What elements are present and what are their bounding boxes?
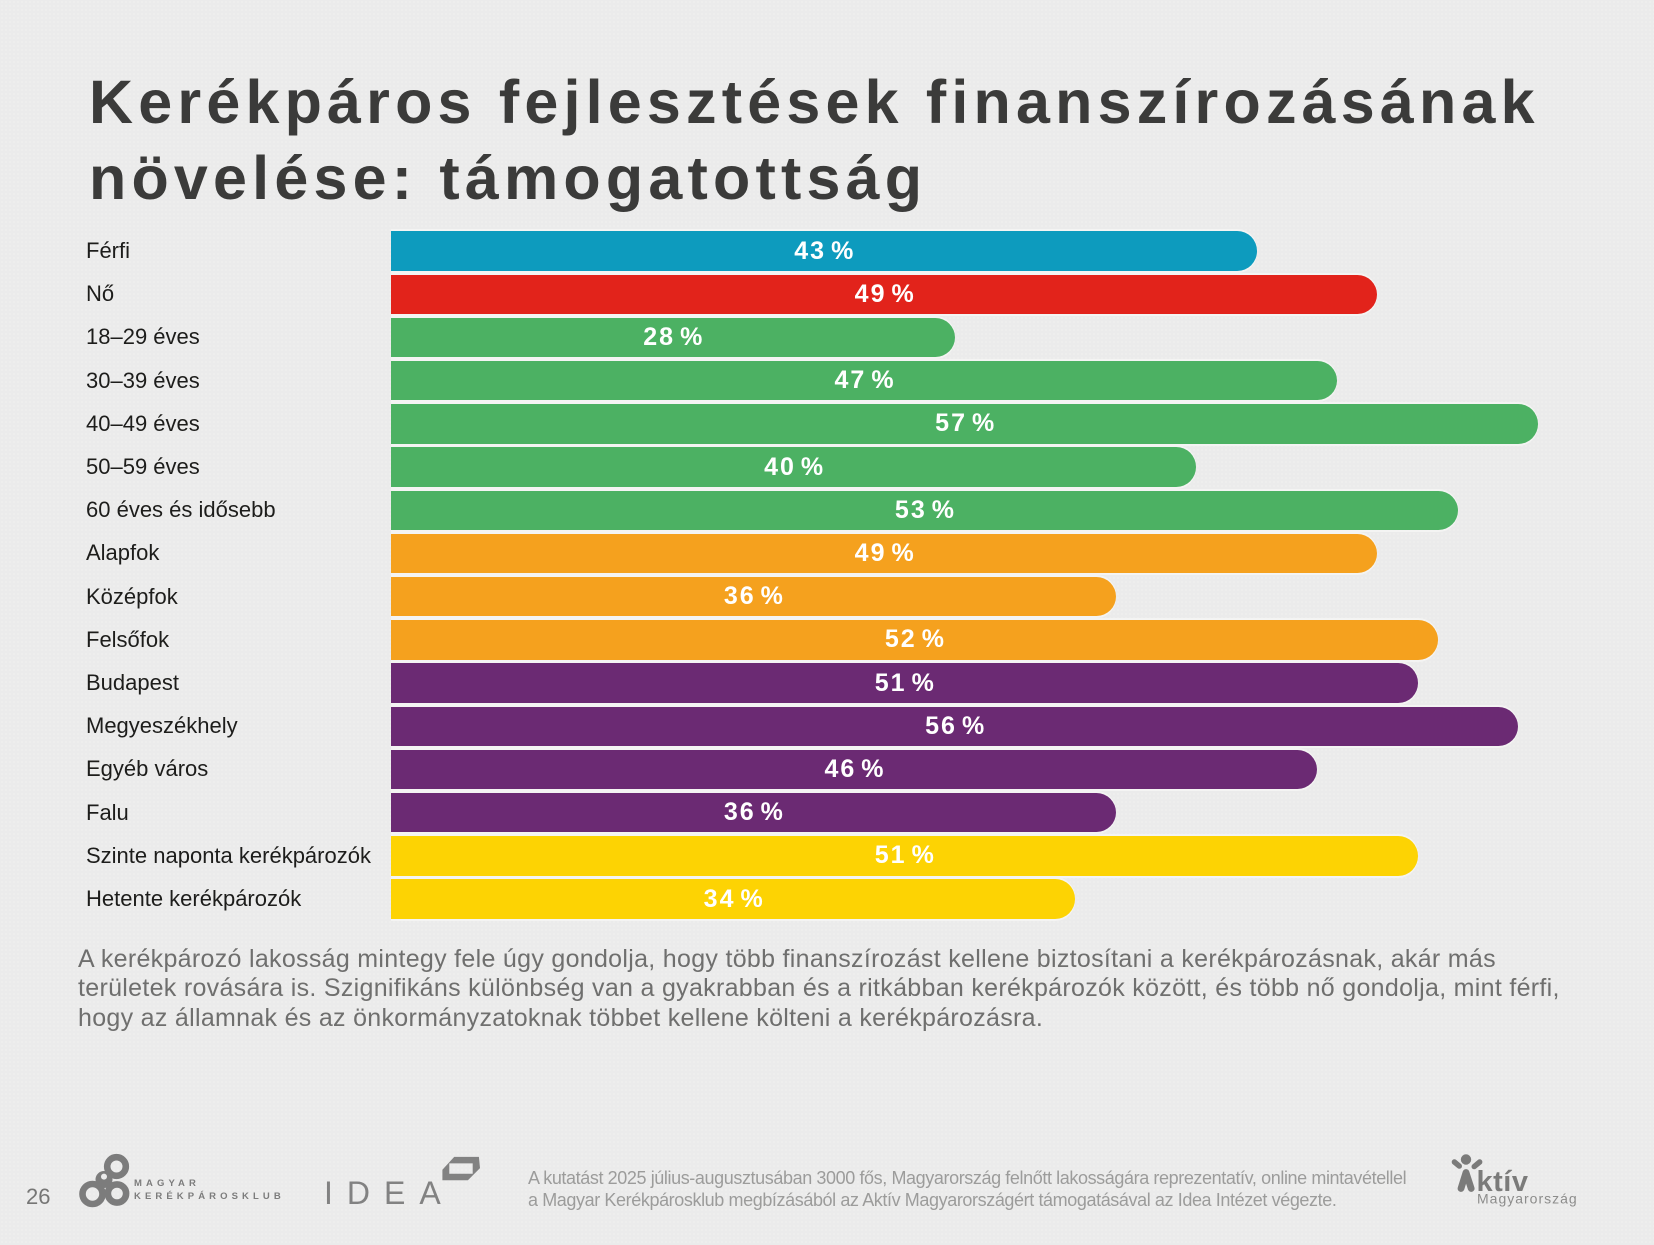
svg-text:ktív: ktív: [1477, 1166, 1529, 1198]
svg-text:Magyarország: Magyarország: [1477, 1191, 1578, 1207]
